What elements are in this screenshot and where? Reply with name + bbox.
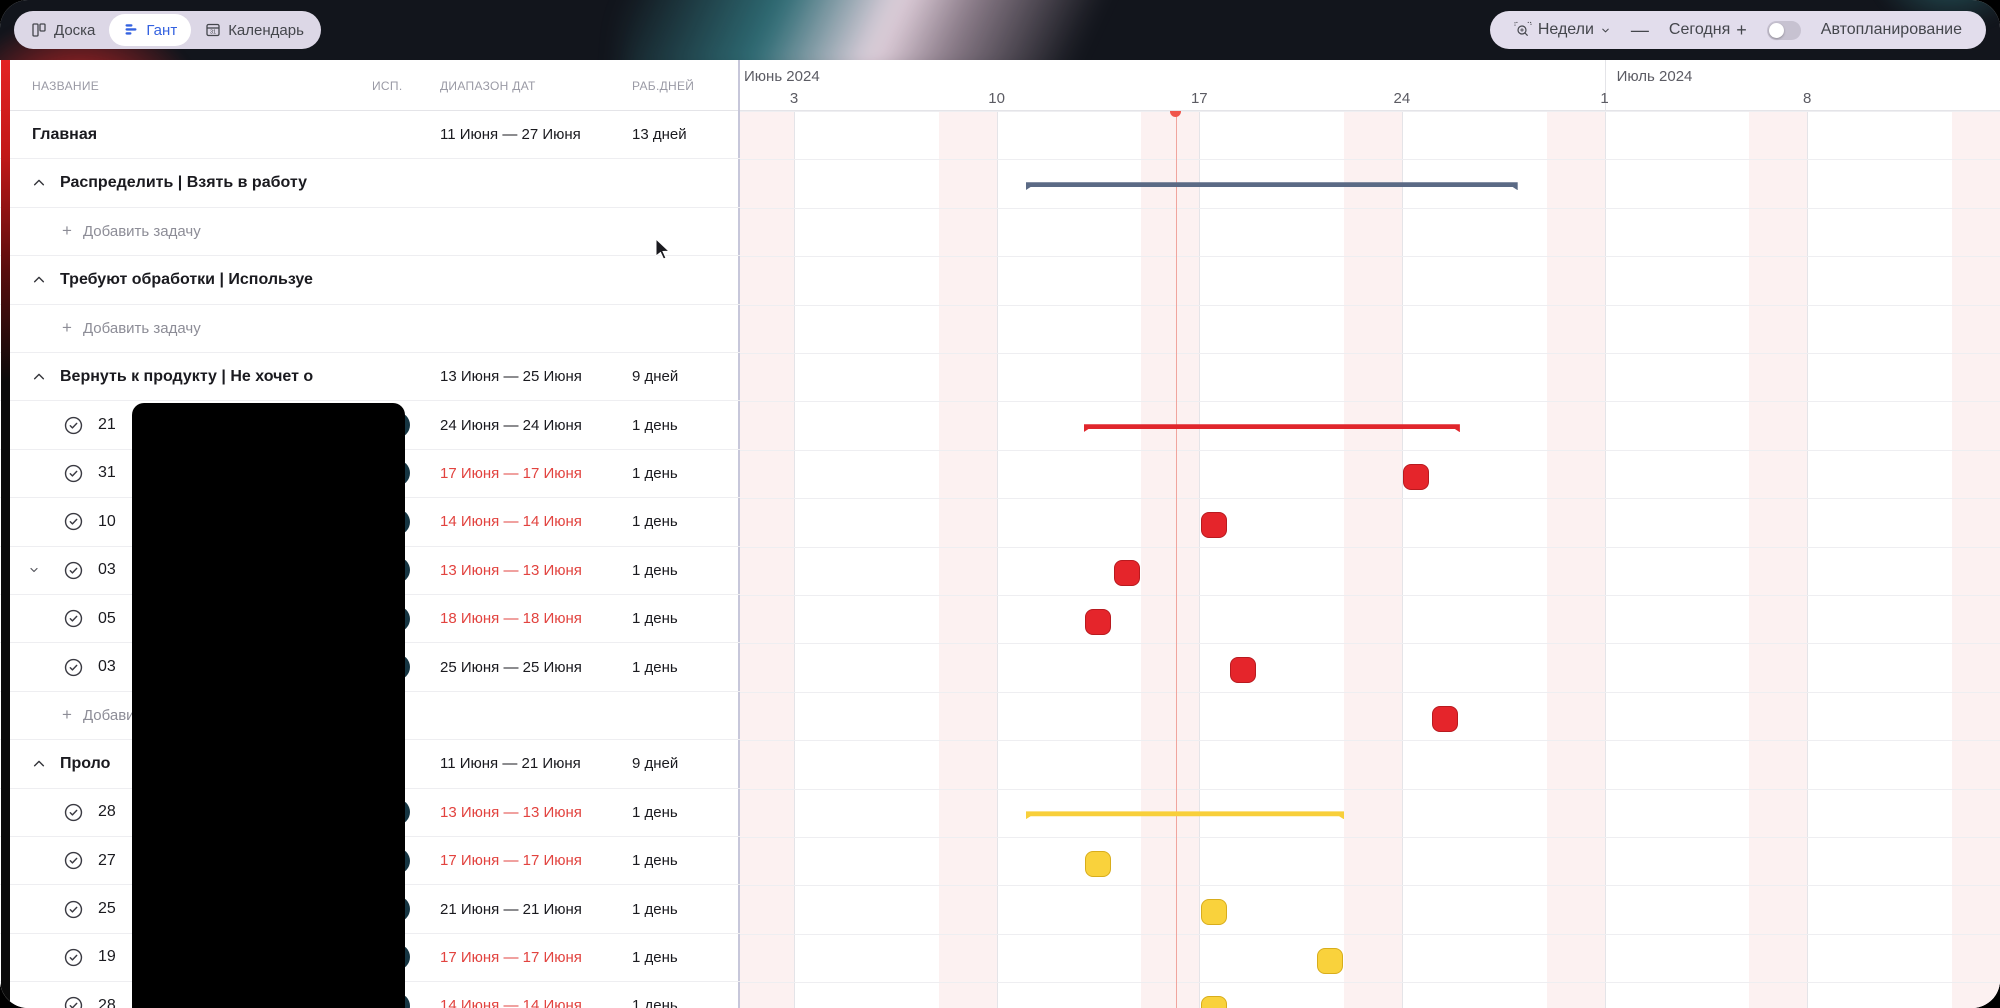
- svg-text:31: 31: [210, 29, 216, 35]
